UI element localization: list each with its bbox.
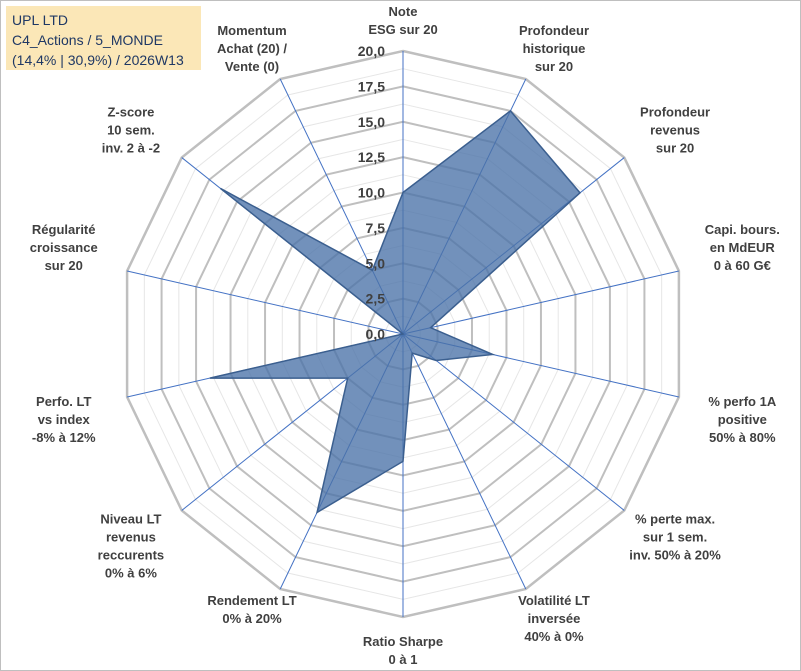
axis-spoke: [402, 270, 680, 335]
axis-label-line: 10 sem.: [107, 122, 155, 137]
axis-label-line: 0% à 20%: [222, 611, 282, 626]
axis-label: Z-score 10 sem. inv. 2 à -2: [102, 104, 160, 155]
axis-label-line: Régularité: [32, 222, 96, 237]
axis-label-line: inversée: [528, 611, 581, 626]
axis-label-line: ESG sur 20: [368, 22, 437, 37]
axis-label-line: Momentum: [217, 23, 286, 38]
axis-label: Note ESG sur 20: [368, 4, 437, 37]
tick-label: 15,0: [358, 114, 385, 130]
period-label: (14,4% | 30,9%) / 2026W13: [12, 52, 184, 68]
axis-label-line: en MdEUR: [710, 240, 776, 255]
category-label: C4_Actions / 5_MONDE: [12, 32, 163, 48]
axis-label: Régularité croissance sur 20: [30, 222, 98, 273]
axis-label-line: Profondeur: [519, 23, 589, 38]
axis-label-line: sur 1 sem.: [643, 530, 707, 545]
axis-label-line: reccurents: [98, 548, 164, 563]
tick-label: 2,5: [366, 291, 386, 307]
axis-label: Capi. bours. en MdEUR 0 à 60 G€: [705, 222, 780, 273]
title-box: UPL LTD C4_Actions / 5_MONDE (14,4% | 30…: [6, 6, 201, 70]
axis-spoke: [402, 333, 527, 590]
axis-label: % perte max. sur 1 sem. inv. 50% à 20%: [629, 512, 721, 563]
axis-label-line: Vente (0): [225, 59, 279, 74]
tick-label: 20,0: [358, 43, 385, 59]
axis-label-line: Volatilité LT: [518, 593, 590, 608]
axis-label-line: 0 à 60 G€: [714, 258, 771, 273]
axis-label-line: Note: [389, 4, 418, 19]
axis-label-line: positive: [718, 412, 767, 427]
axis-label-line: Perfo. LT: [36, 394, 91, 409]
axis-label-line: sur 20: [656, 140, 694, 155]
axis-label: Niveau LT revenus reccurents 0% à 6%: [98, 512, 164, 581]
axis-label-line: Profondeur: [640, 104, 710, 119]
axis-label: Perfo. LT vs index -8% à 12%: [32, 394, 96, 445]
tick-label: 12,5: [358, 149, 385, 165]
axis-label-line: % perte max.: [635, 512, 715, 527]
axis-label-line: Niveau LT: [100, 512, 161, 527]
axis-label: Rendement LT 0% à 20%: [207, 593, 296, 626]
axis-label-line: historique: [523, 41, 586, 56]
axis-label-line: 0 à 1: [389, 652, 418, 667]
axis-label-line: revenus: [106, 530, 156, 545]
axis-label-line: sur 20: [535, 59, 573, 74]
axis-label-line: inv. 50% à 20%: [629, 548, 721, 563]
tick-label: 0,0: [366, 326, 386, 342]
axis-label-line: croissance: [30, 240, 98, 255]
axis-label: Volatilité LT inversée 40% à 0%: [518, 593, 590, 644]
axis-label-line: 40% à 0%: [524, 629, 584, 644]
axis-spoke: [126, 270, 404, 335]
axis-label-line: vs index: [38, 412, 91, 427]
axis-label-line: sur 20: [45, 258, 83, 273]
axis-label: % perfo 1A positive 50% à 80%: [708, 394, 777, 445]
axis-label-line: revenus: [650, 122, 700, 137]
axis-label-line: Achat (20) /: [217, 41, 287, 56]
axis-spoke: [402, 333, 625, 511]
tick-label: 10,0: [358, 185, 385, 201]
axis-label-line: -8% à 12%: [32, 430, 96, 445]
company-name: UPL LTD: [12, 12, 69, 28]
axis-label: Profondeur revenus sur 20: [640, 104, 710, 155]
axis-label: Momentum Achat (20) / Vente (0): [217, 23, 287, 74]
tick-label: 17,5: [358, 78, 385, 94]
axis-label-line: inv. 2 à -2: [102, 140, 160, 155]
axis-label: Ratio Sharpe 0 à 1: [363, 634, 443, 667]
tick-label: 7,5: [366, 220, 386, 236]
axis-label-line: 50% à 80%: [709, 430, 776, 445]
axis-label-line: Ratio Sharpe: [363, 634, 443, 649]
axis-label-line: % perfo 1A: [708, 394, 777, 409]
axis-label: Profondeur historique sur 20: [519, 23, 589, 74]
axis-label-line: Z-score: [107, 104, 154, 119]
tick-label: 5,0: [366, 255, 386, 271]
axis-label-line: Capi. bours.: [705, 222, 780, 237]
axis-label-line: Rendement LT: [207, 593, 296, 608]
axis-label-line: 0% à 6%: [105, 566, 157, 581]
series-area: [209, 109, 582, 515]
